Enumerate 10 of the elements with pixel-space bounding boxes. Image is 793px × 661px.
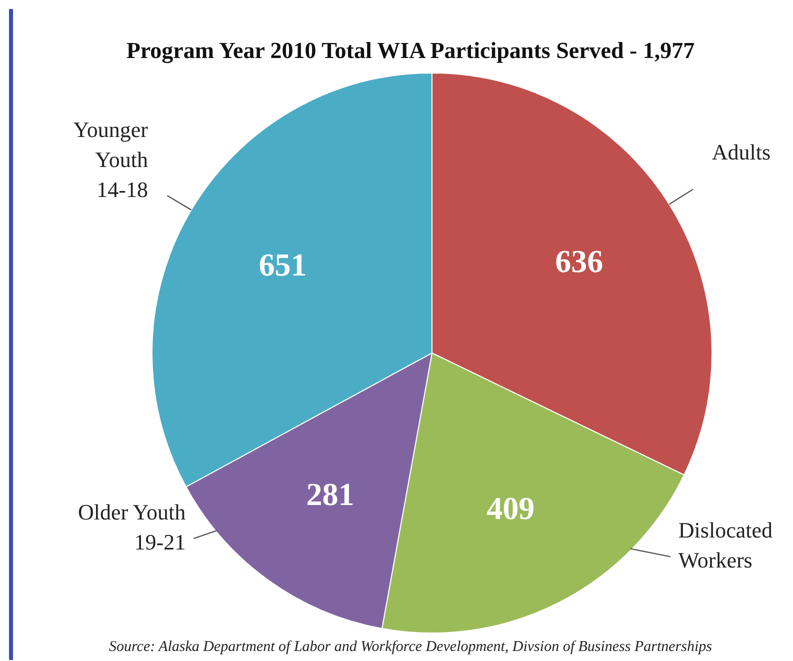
slice-label: Younger Youth 14-18 [73, 117, 149, 202]
data-label: 281 [306, 476, 354, 512]
data-label: 409 [486, 490, 535, 526]
source-note: Source: Alaska Department of Labor and Workforce Development, Divsion of Business Partnerships [109, 639, 712, 655]
chart-title: Program Year 2010 Total WIA Participants Served - 1,977 [126, 38, 695, 64]
data-label: 636 [555, 242, 604, 279]
slice-label: Older Youth 19-21 [78, 500, 186, 555]
slice-label: Dislocated Workers [678, 518, 772, 573]
slice-label: Adults [712, 140, 771, 165]
data-label: 651 [258, 246, 307, 282]
